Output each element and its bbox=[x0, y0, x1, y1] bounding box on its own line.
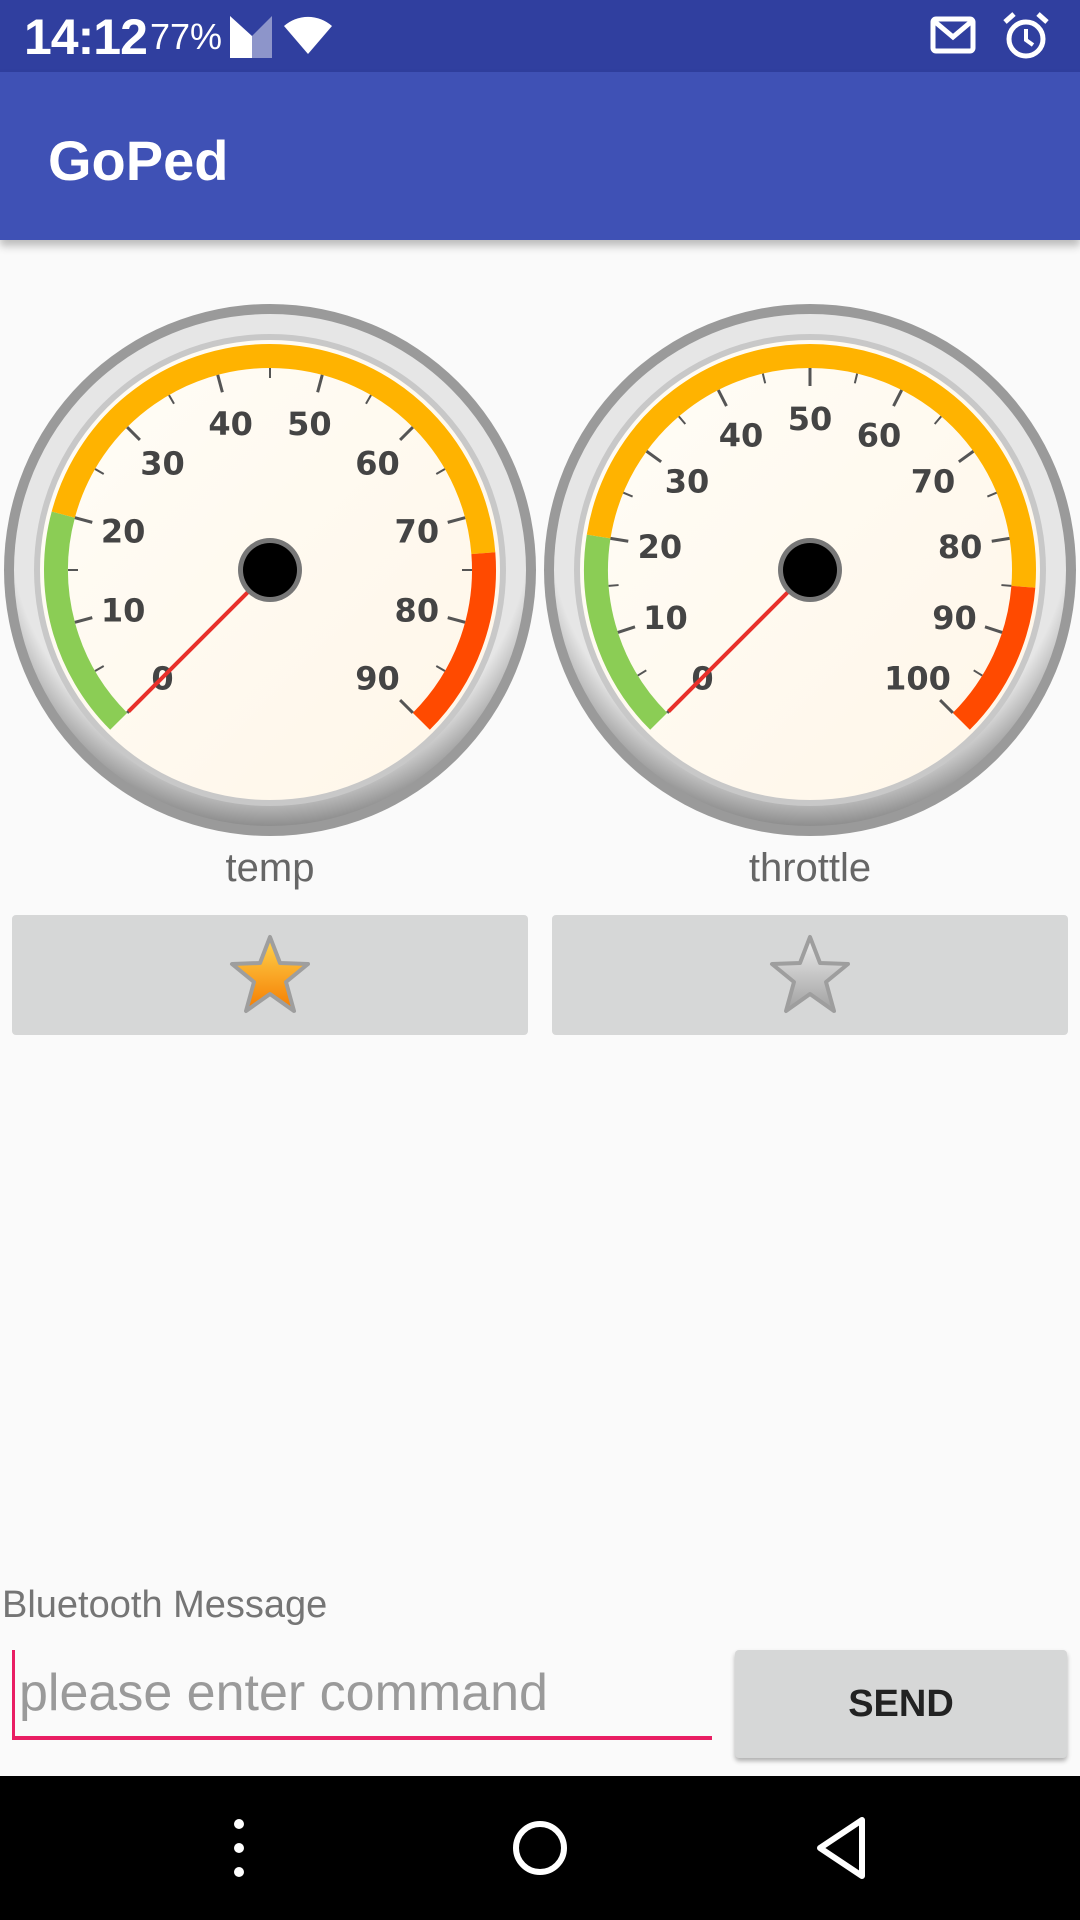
gauge-tick-label: 80 bbox=[938, 528, 983, 566]
gauge-green-band bbox=[44, 511, 128, 730]
gauge-red-band bbox=[952, 585, 1036, 730]
wifi-icon bbox=[284, 16, 332, 54]
gauge-tick bbox=[126, 426, 141, 441]
gauge-tick bbox=[447, 616, 466, 624]
gauge-tick bbox=[399, 699, 414, 714]
gauge-tick-label: 90 bbox=[355, 659, 400, 697]
gauge-tick bbox=[933, 415, 942, 425]
gauge-tick bbox=[622, 491, 633, 498]
gauge-tick bbox=[984, 625, 1003, 634]
status-time: 14:12 bbox=[24, 9, 148, 65]
gauge-hub bbox=[243, 543, 297, 597]
gauge-tick-label: 60 bbox=[857, 417, 902, 455]
gauge-tick-label: 80 bbox=[395, 591, 440, 629]
gauge-tick bbox=[973, 669, 983, 677]
throttle-gauge-label: throttle bbox=[748, 846, 872, 890]
gauge-tick bbox=[216, 374, 224, 393]
app-bar: GoPed bbox=[0, 72, 1080, 240]
home-icon[interactable] bbox=[510, 1812, 570, 1884]
alarm-icon bbox=[1003, 12, 1049, 59]
gauge-tick-label: 20 bbox=[101, 513, 146, 551]
gauge-tick-label: 40 bbox=[719, 417, 764, 455]
gauge-tick bbox=[435, 665, 446, 672]
gauge-needle bbox=[127, 568, 272, 713]
gauge-tick bbox=[617, 625, 636, 634]
command-input[interactable] bbox=[12, 1650, 712, 1740]
gauge-tick bbox=[987, 491, 998, 498]
gauge-tick-label: 50 bbox=[788, 400, 833, 438]
gauge-needle bbox=[667, 568, 812, 713]
gauge-tick bbox=[399, 426, 414, 441]
gauge-tick-label: 70 bbox=[911, 463, 956, 501]
gauge-tick bbox=[637, 669, 647, 677]
gauge-tick bbox=[991, 536, 1010, 543]
gauge-orange-band bbox=[586, 344, 1036, 588]
star-outline-icon bbox=[770, 935, 850, 1013]
gauge-tick bbox=[678, 415, 687, 425]
gauge-tick bbox=[365, 394, 372, 405]
gauge-hub bbox=[783, 543, 837, 597]
gauge-tick bbox=[939, 699, 954, 714]
gauge-tick bbox=[74, 616, 93, 624]
gauge-tick bbox=[1001, 584, 1012, 587]
gauge-tick-label: 50 bbox=[287, 405, 332, 443]
app-title: GoPed bbox=[48, 129, 229, 192]
gauge-tick bbox=[957, 450, 975, 464]
gauge-tick bbox=[168, 394, 175, 405]
gauge-tick bbox=[892, 389, 904, 407]
signal-icon bbox=[230, 16, 272, 58]
gauge-tick-label: 70 bbox=[395, 513, 440, 551]
gauge-tick-label: 10 bbox=[101, 591, 146, 629]
gauge-orange-band bbox=[51, 344, 496, 555]
temp-gauge-label: temp bbox=[225, 846, 315, 890]
gauge-tick bbox=[761, 373, 767, 384]
mail-icon bbox=[930, 16, 976, 54]
gauge-tick-label: 20 bbox=[638, 528, 683, 566]
gauge-tick bbox=[716, 389, 728, 407]
battery-percent: 77% bbox=[150, 16, 223, 57]
gauge-tick bbox=[853, 373, 859, 384]
navigation-bar bbox=[0, 1776, 1080, 1920]
gauge-tick-label: 40 bbox=[208, 405, 253, 443]
gauge-tick bbox=[94, 665, 105, 672]
gauge-tick-label: 30 bbox=[665, 463, 710, 501]
star-filled-icon bbox=[230, 935, 310, 1013]
gauge-tick-label: 60 bbox=[355, 445, 400, 483]
gauge-tick bbox=[316, 374, 324, 393]
gauge-tick bbox=[608, 584, 619, 587]
gauge-green-band bbox=[584, 534, 668, 730]
gauge-tick-label: 100 bbox=[884, 659, 951, 697]
gauge-tick bbox=[447, 516, 466, 524]
gauge-tick-label: 30 bbox=[140, 445, 185, 483]
gauge-tick bbox=[74, 516, 93, 524]
gauge-tick-label: 10 bbox=[643, 599, 688, 637]
gauge-tick bbox=[610, 536, 629, 543]
status-bar: 14:12 77% bbox=[0, 0, 1080, 72]
bluetooth-message-label: Bluetooth Message bbox=[2, 1584, 328, 1626]
back-icon[interactable] bbox=[812, 1812, 872, 1884]
gauge-tick bbox=[435, 468, 446, 475]
gauge-red-band bbox=[412, 552, 496, 730]
send-button[interactable]: SEND bbox=[735, 1650, 1067, 1758]
temp-favorite-button[interactable] bbox=[12, 915, 528, 1035]
gauge-tick-label: 90 bbox=[932, 599, 977, 637]
throttle-favorite-button[interactable] bbox=[552, 915, 1068, 1035]
gauge-tick bbox=[645, 450, 663, 464]
more-vert-icon[interactable] bbox=[224, 1812, 254, 1884]
gauge-tick bbox=[94, 468, 105, 475]
